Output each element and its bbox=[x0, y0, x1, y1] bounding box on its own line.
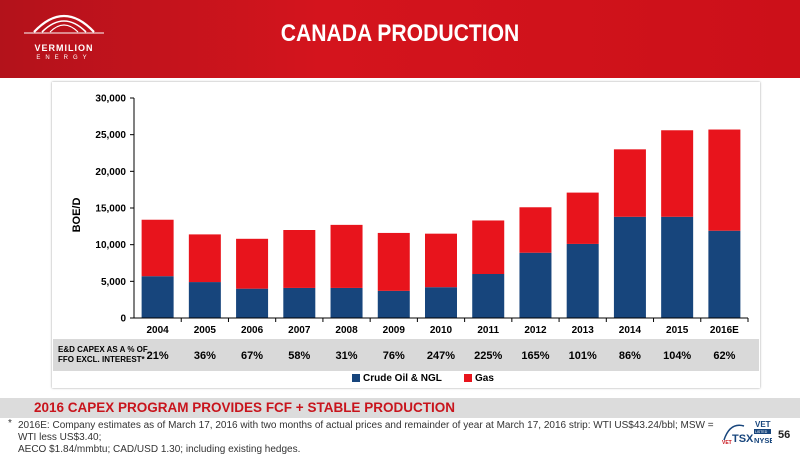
page-number: 56 bbox=[778, 429, 791, 441]
bar-gas-2015 bbox=[661, 130, 694, 217]
bar-gas-2014 bbox=[613, 149, 646, 217]
bar-crude-oil-ngl-2010 bbox=[425, 287, 457, 318]
capex-band bbox=[53, 339, 759, 371]
x-tick-label: 2014 bbox=[619, 325, 642, 336]
capex-value-2011: 225% bbox=[474, 350, 502, 362]
bar-gas-2009 bbox=[377, 232, 410, 291]
bar-gas-2011 bbox=[472, 220, 505, 274]
bar-gas-2006 bbox=[236, 238, 269, 289]
x-tick-label: 2008 bbox=[335, 325, 358, 336]
bar-gas-2004 bbox=[141, 219, 174, 277]
x-tick-label: 2013 bbox=[572, 325, 595, 336]
footnote-line-2: AECO $1.84/mmbtu; CAD/USD 1.30; includin… bbox=[18, 444, 301, 455]
x-tick-label: 2009 bbox=[383, 325, 406, 336]
tsx-nyse-listing-logo: VET TSX VET LISTED NYSE bbox=[722, 420, 772, 446]
capex-value-2005: 36% bbox=[194, 350, 216, 362]
y-tick-label: 5,000 bbox=[101, 277, 126, 288]
bar-crude-oil-ngl-2006 bbox=[236, 288, 269, 318]
ticker-vet: VET bbox=[755, 420, 771, 429]
bar-crude-oil-ngl-2016e bbox=[708, 230, 741, 318]
x-tick-label: 2005 bbox=[194, 325, 217, 336]
capex-value-2008: 31% bbox=[336, 350, 358, 362]
x-tick-label: 2006 bbox=[241, 325, 264, 336]
legend-label-crude-oil-ngl: Crude Oil & NGL bbox=[363, 373, 442, 384]
footer-title: 2016 CAPEX PROGRAM PROVIDES FCF + STABLE… bbox=[34, 400, 455, 415]
capex-value-2009: 76% bbox=[383, 350, 405, 362]
bar-gas-2013 bbox=[566, 192, 599, 244]
bar-crude-oil-ngl-2013 bbox=[566, 243, 599, 318]
x-tick-label: 2012 bbox=[524, 325, 547, 336]
y-tick-label: 30,000 bbox=[95, 94, 126, 105]
capex-label-line-1: E&D CAPEX AS A % OF bbox=[58, 345, 148, 354]
bar-crude-oil-ngl-2014 bbox=[613, 216, 646, 318]
logo-sun-icon bbox=[24, 15, 104, 34]
production-chart: 0 5,000 10,000 15,000 20,000 25,000 30,000 200… bbox=[58, 94, 749, 384]
bar-crude-oil-ngl-2012 bbox=[519, 252, 552, 318]
y-axis-label: BOE/D bbox=[71, 198, 83, 233]
capex-value-2013: 101% bbox=[569, 350, 597, 362]
logo-sub: ENERGY bbox=[36, 55, 92, 61]
capex-value-2010: 247% bbox=[427, 350, 455, 362]
y-tick-label: 15,000 bbox=[95, 204, 126, 215]
ticker-vet-small: VET bbox=[722, 440, 732, 446]
y-tick-label: 10,000 bbox=[95, 240, 126, 251]
bar-crude-oil-ngl-2008 bbox=[330, 287, 363, 318]
bar-gas-2005 bbox=[188, 234, 221, 283]
bar-gas-2012 bbox=[519, 207, 552, 253]
legend-swatch-crude-oil-ngl bbox=[352, 374, 360, 382]
bar-crude-oil-ngl-2009 bbox=[377, 290, 410, 318]
ticker-tsx: TSX bbox=[732, 433, 754, 445]
legend-label-gas: Gas bbox=[475, 373, 494, 384]
header-banner: VERMILION ENERGY CANADA PRODUCTION bbox=[0, 0, 800, 78]
capex-label-line-2: FFO EXCL. INTEREST* bbox=[58, 355, 146, 364]
bar-crude-oil-ngl-2011 bbox=[472, 274, 505, 318]
x-tick-label: 2010 bbox=[430, 325, 453, 336]
ticker-nyse: NYSE bbox=[754, 436, 772, 445]
x-tick-label: 2011 bbox=[477, 325, 499, 336]
bar-crude-oil-ngl-2004 bbox=[141, 276, 174, 318]
footnote: * 2016E: Company estimates as of March 1… bbox=[8, 418, 718, 456]
y-tick-label: 20,000 bbox=[95, 167, 126, 178]
y-tick-label: 0 bbox=[120, 314, 126, 325]
x-tick-label: 2007 bbox=[288, 325, 311, 336]
bar-crude-oil-ngl-2007 bbox=[283, 287, 316, 318]
capex-value-2007: 58% bbox=[288, 350, 310, 362]
capex-value-2014: 86% bbox=[619, 350, 641, 362]
footer-band bbox=[0, 398, 800, 418]
y-tick-label: 25,000 bbox=[95, 130, 126, 141]
x-tick-label: 2004 bbox=[146, 325, 169, 336]
capex-value-2012: 165% bbox=[521, 350, 549, 362]
x-tick-label: 2015 bbox=[666, 325, 689, 336]
bar-crude-oil-ngl-2005 bbox=[188, 282, 221, 318]
bar-gas-2016e bbox=[708, 129, 741, 231]
logo-name: VERMILION bbox=[34, 43, 94, 53]
legend-swatch-gas bbox=[464, 374, 472, 382]
capex-value-2004: 21% bbox=[147, 350, 169, 362]
page-title: CANADA PRODUCTION bbox=[280, 20, 520, 47]
footnote-star: * bbox=[8, 418, 12, 429]
vermilion-logo: VERMILION ENERGY bbox=[14, 6, 114, 72]
bar-gas-2010 bbox=[425, 233, 457, 288]
ticker-listed: LISTED bbox=[755, 430, 768, 434]
capex-value-2015: 104% bbox=[663, 350, 691, 362]
x-tick-label: 2016E bbox=[710, 325, 739, 336]
bar-gas-2008 bbox=[330, 224, 363, 288]
bar-gas-2007 bbox=[283, 230, 316, 288]
footnote-line-1: 2016E: Company estimates as of March 17,… bbox=[18, 420, 714, 443]
bar-crude-oil-ngl-2015 bbox=[661, 216, 694, 318]
capex-value-2006: 67% bbox=[241, 350, 263, 362]
capex-value-2016e: 62% bbox=[713, 350, 735, 362]
